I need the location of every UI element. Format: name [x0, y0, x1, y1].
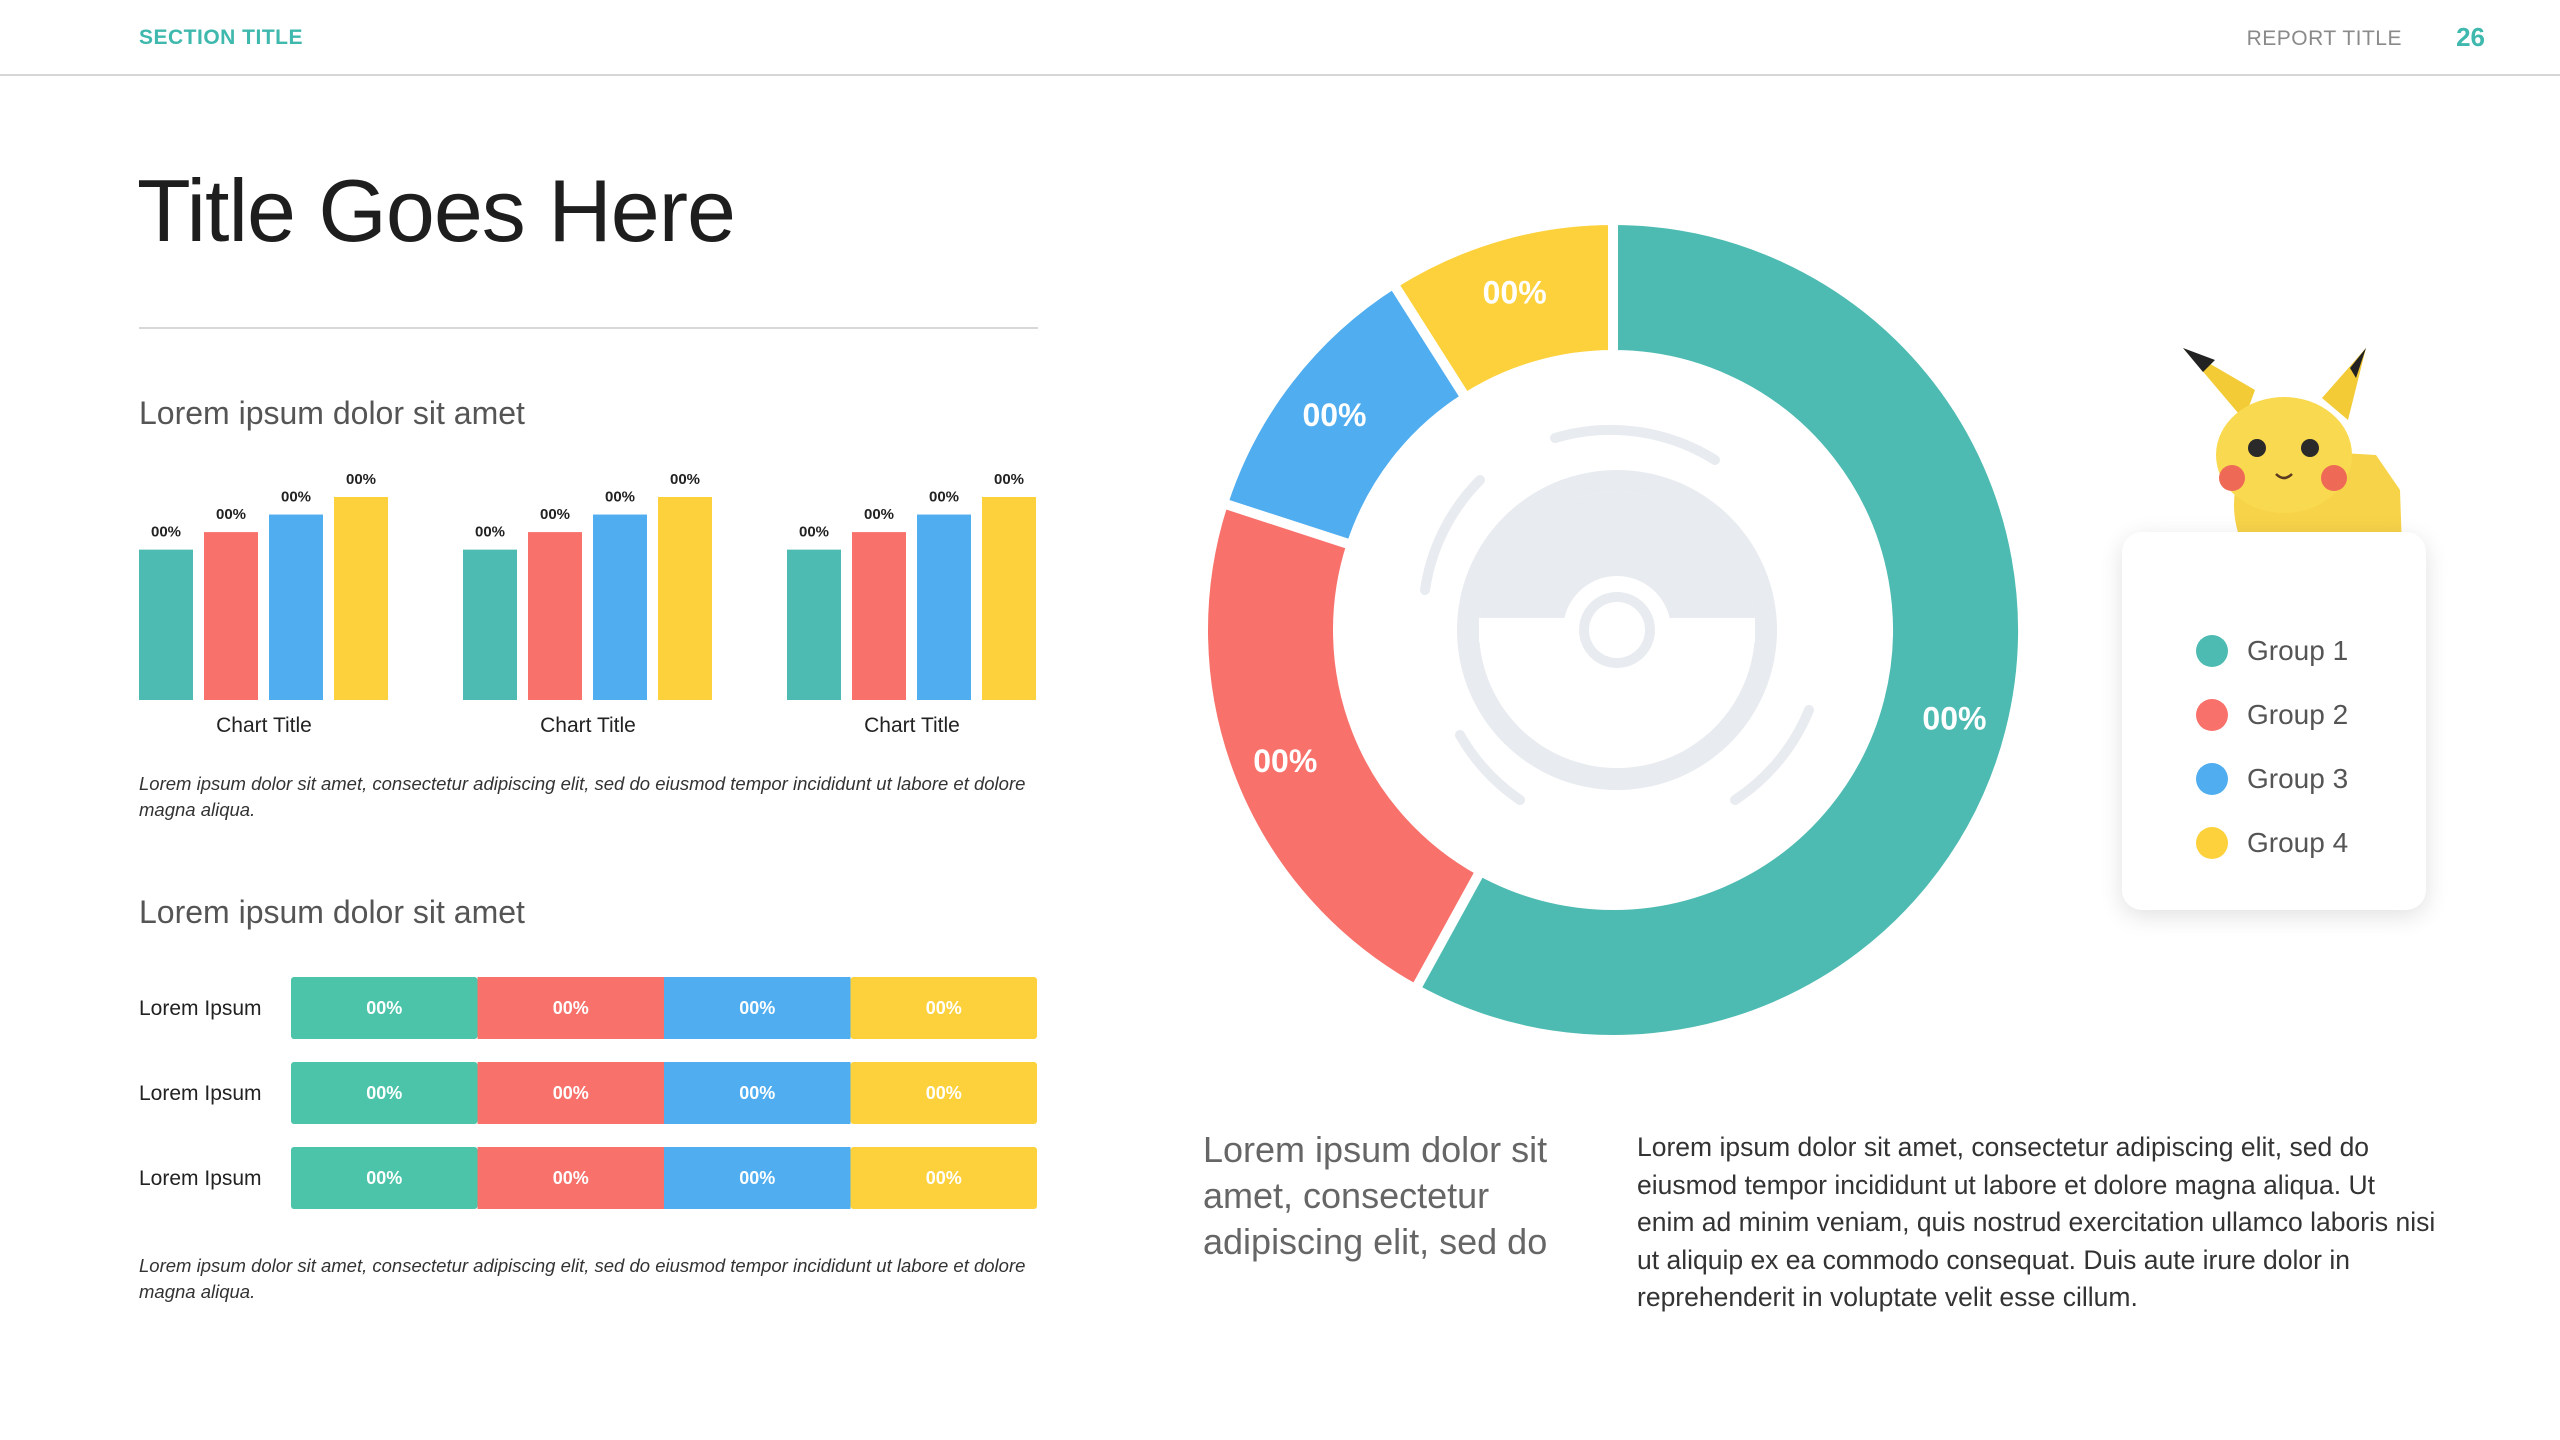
bar — [593, 514, 647, 700]
stacked-segment — [477, 977, 664, 1039]
pikachu-mouth-icon — [2275, 473, 2293, 480]
stacked-segment — [291, 1062, 478, 1124]
bar — [787, 549, 841, 700]
donut-data-label: 00% — [1302, 397, 1366, 433]
legend-swatch-group-1 — [2196, 635, 2228, 667]
segment-data-label: 00% — [366, 1083, 402, 1103]
bar — [463, 549, 517, 700]
stack-section-heading: Lorem ipsum dolor sit amet — [139, 894, 525, 930]
legend-swatch-group-4 — [2196, 827, 2228, 859]
bar-data-label: 00% — [540, 506, 570, 523]
bar-data-label: 00% — [281, 489, 311, 506]
donut-slice — [1216, 276, 1473, 552]
bar — [982, 497, 1036, 700]
pikachu-cheek-icon — [2219, 465, 2245, 491]
legend-label: Group 2 — [2247, 699, 2349, 730]
stacked-segment — [291, 977, 478, 1039]
stack-row-label: Lorem Ipsum — [139, 1167, 262, 1190]
stacked-segment — [664, 1147, 851, 1209]
section-title: SECTION TITLE — [139, 26, 303, 49]
segment-data-label: 00% — [553, 1083, 589, 1103]
legend-item-group-1: Group 1 — [2196, 631, 2348, 671]
pikachu-eye-icon — [2248, 439, 2266, 457]
segment-data-label: 00% — [926, 998, 962, 1018]
pikachu-head-icon — [2216, 397, 2352, 513]
pokeball-watermark-icon — [1420, 424, 1814, 805]
stacked-segment — [850, 977, 1037, 1039]
bar-data-label: 00% — [994, 471, 1024, 488]
chart-title: Chart Title — [864, 714, 960, 737]
pikachu-eye-icon — [2301, 439, 2319, 457]
segment-data-label: 00% — [366, 1168, 402, 1188]
bar-data-label: 00% — [670, 471, 700, 488]
bar — [269, 514, 323, 700]
page-title: Title Goes Here — [137, 161, 736, 260]
legend-label: Group 1 — [2247, 635, 2349, 666]
bar-data-label: 00% — [605, 489, 635, 506]
page-header: SECTION TITLE REPORT TITLE 26 — [0, 0, 2560, 76]
segment-data-label: 00% — [926, 1083, 962, 1103]
report-title: REPORT TITLE — [2246, 27, 2402, 50]
donut-data-label: 00% — [1253, 743, 1317, 779]
legend-label: Group 4 — [2247, 827, 2349, 858]
bar — [852, 532, 906, 700]
donut-slice — [1198, 497, 1488, 997]
donut-slice — [1408, 214, 2028, 1045]
bar-data-label: 00% — [216, 506, 246, 523]
chart-title: Chart Title — [540, 714, 636, 737]
segment-data-label: 00% — [739, 1083, 775, 1103]
bar-data-label: 00% — [346, 471, 376, 488]
stacked-segment — [291, 1147, 478, 1209]
segment-data-label: 00% — [553, 998, 589, 1018]
legend-item-group-4: Group 4 — [2196, 823, 2348, 863]
stacked-segment — [477, 1147, 664, 1209]
stacked-segment — [664, 977, 851, 1039]
bar — [139, 549, 193, 700]
ear-tip-icon — [2183, 348, 2215, 372]
legend-item-group-2: Group 2 — [2196, 695, 2348, 735]
legend-item-group-3: Group 3 — [2196, 759, 2348, 799]
bar-data-label: 00% — [475, 524, 505, 541]
donut-data-label: 00% — [1922, 701, 1986, 737]
pikachu-cheek-icon — [2321, 465, 2347, 491]
bar-data-label: 00% — [929, 489, 959, 506]
page-number: 26 — [2456, 22, 2485, 52]
stacked-segment — [850, 1147, 1037, 1209]
legend-swatch-group-2 — [2196, 699, 2228, 731]
bar-section-caption: Lorem ipsum dolor sit amet, consectetur … — [139, 773, 1026, 820]
ear-tip-icon — [2350, 348, 2366, 378]
bar — [204, 532, 258, 700]
stack-row-label: Lorem Ipsum — [139, 1082, 262, 1105]
legend-swatch-group-3 — [2196, 763, 2228, 795]
bar — [917, 514, 971, 700]
bar-section-heading: Lorem ipsum dolor sit amet — [139, 395, 525, 431]
segment-data-label: 00% — [739, 1168, 775, 1188]
pull-quote: Lorem ipsum dolor sit amet, consectetur … — [1203, 1129, 1548, 1262]
donut-legend: Group 1 Group 2 Group 3 Group 4 — [2122, 532, 2426, 910]
bar — [334, 497, 388, 700]
stack-row-label: Lorem Ipsum — [139, 997, 262, 1020]
bar — [658, 497, 712, 700]
segment-data-label: 00% — [739, 998, 775, 1018]
title-divider — [139, 327, 1038, 329]
donut-data-label: 00% — [1483, 274, 1547, 310]
bar-data-label: 00% — [864, 506, 894, 523]
stack-section-caption: Lorem ipsum dolor sit amet, consectetur … — [139, 1255, 1026, 1302]
segment-data-label: 00% — [553, 1168, 589, 1188]
segment-data-label: 00% — [926, 1168, 962, 1188]
chart-title: Chart Title — [216, 714, 312, 737]
segment-data-label: 00% — [366, 998, 402, 1018]
bar-data-label: 00% — [151, 524, 181, 541]
bar-data-label: 00% — [799, 524, 829, 541]
stacked-segment — [477, 1062, 664, 1124]
legend-label: Group 3 — [2247, 763, 2349, 794]
stacked-segment — [664, 1062, 851, 1124]
bar — [528, 532, 582, 700]
stacked-segment — [850, 1062, 1037, 1124]
body-paragraph: Lorem ipsum dolor sit amet, consectetur … — [1637, 1132, 2436, 1312]
